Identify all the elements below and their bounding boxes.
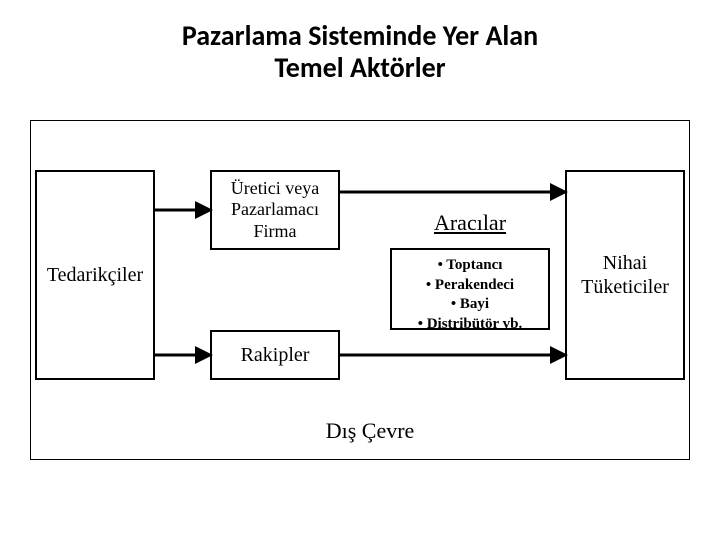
diagram-stage: Pazarlama Sisteminde Yer Alan Temel Aktö… <box>0 0 720 540</box>
node-tedarikciler: Tedarikçiler <box>35 170 155 380</box>
footer-label-text: Dış Çevre <box>326 418 415 443</box>
node-tedarikciler-label: Tedarikçiler <box>47 263 143 287</box>
footer-label: Dış Çevre <box>300 418 440 444</box>
node-rakipler: Rakipler <box>210 330 340 380</box>
aracilar-heading-text: Aracılar <box>434 210 506 235</box>
node-rakipler-label: Rakipler <box>241 343 310 367</box>
node-nihai-label: Nihai Tüketiciler <box>571 251 679 299</box>
title-line-1: Pazarlama Sisteminde Yer Alan <box>182 18 538 53</box>
node-uretici-label: Üretici veya Pazarlamacı Firma <box>216 178 334 243</box>
aracilar-list: • Toptancı• Perakendeci• Bayi• Distribüt… <box>390 248 550 330</box>
aracilar-heading: Aracılar <box>400 210 540 236</box>
node-uretici: Üretici veya Pazarlamacı Firma <box>210 170 340 250</box>
page-title: Pazarlama Sisteminde Yer Alan Temel Aktö… <box>0 20 720 84</box>
node-nihai: Nihai Tüketiciler <box>565 170 685 380</box>
title-line-2: Temel Aktörler <box>274 50 445 85</box>
